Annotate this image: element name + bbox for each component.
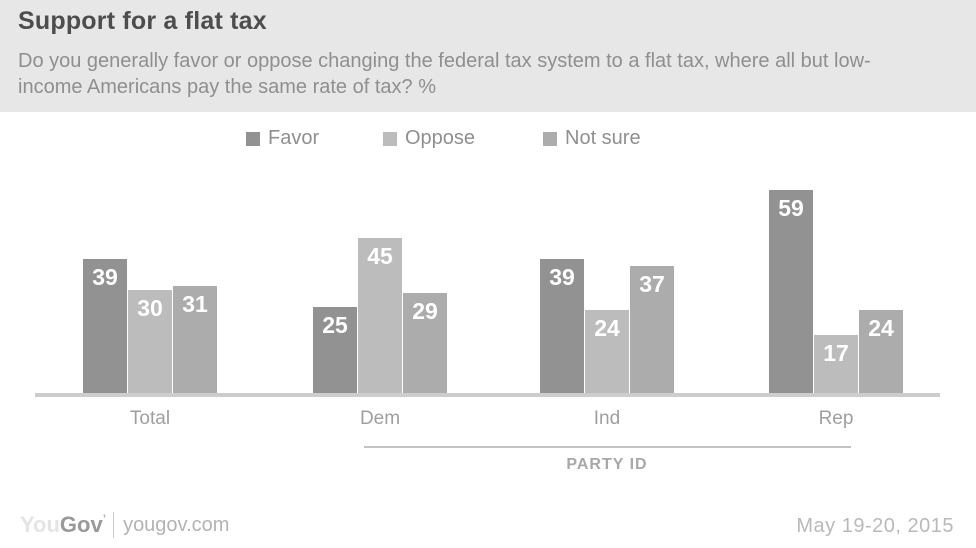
bar-oppose-dem: 45 — [358, 238, 402, 393]
bar-oppose-rep: 17 — [814, 335, 858, 393]
legend-label: Not sure — [565, 127, 641, 149]
bar-group-rep: 59 17 24 — [769, 190, 903, 393]
bar-favor-rep: 59 — [769, 190, 813, 393]
bar-value-label: 45 — [367, 243, 393, 269]
bar-value-label: 30 — [137, 295, 163, 321]
bar-favor-ind: 39 — [540, 259, 584, 393]
bar-value-label: 31 — [182, 291, 208, 317]
category-label-ind: Ind — [593, 408, 621, 429]
bar-favor-dem: 25 — [313, 307, 357, 393]
bar-group-dem: 25 45 29 — [313, 238, 447, 393]
bar-value-label: 59 — [778, 195, 804, 221]
legend-item-oppose: Oppose — [383, 127, 475, 150]
bar-value-label: 25 — [322, 312, 348, 338]
chart-footer: You Gov’ yougov.com May 19-20, 2015 — [0, 505, 976, 548]
bar-oppose-total: 30 — [128, 290, 172, 393]
party-id-axis-label: PARTY ID — [566, 456, 648, 473]
legend-swatch-icon — [383, 131, 397, 146]
x-axis-line — [35, 393, 940, 397]
category-label-total: Total — [129, 408, 171, 429]
category-label-rep: Rep — [818, 408, 854, 429]
logo-gov-text: Gov — [59, 512, 103, 537]
legend-label: Favor — [268, 127, 320, 149]
page-title: Support for a flat tax — [18, 7, 267, 35]
bar-value-label: 29 — [412, 298, 438, 324]
chart-subtitle: Do you generally favor or oppose changin… — [18, 50, 871, 98]
logo-trademark: ’ — [102, 512, 107, 526]
logo-divider — [113, 512, 115, 538]
survey-date: May 19-20, 2015 — [796, 515, 954, 537]
legend-item-not-sure: Not sure — [543, 127, 641, 150]
bar-value-label: 24 — [868, 315, 894, 341]
bar-group-ind: 39 24 37 — [540, 259, 674, 393]
bar-group-total: 39 30 31 — [83, 259, 217, 393]
legend-swatch-icon — [246, 131, 260, 146]
category-label-dem: Dem — [359, 408, 401, 429]
bar-not-sure-dem: 29 — [403, 293, 447, 393]
bar-favor-total: 39 — [83, 259, 127, 393]
bar-value-label: 39 — [549, 264, 575, 290]
legend-swatch-icon — [543, 131, 557, 146]
bar-oppose-ind: 24 — [585, 310, 629, 393]
bar-not-sure-ind: 37 — [630, 266, 674, 393]
chart-legend: Favor Oppose Not sure — [0, 127, 976, 153]
yougov-logo: You Gov’ yougov.com — [20, 512, 229, 538]
logo-site-url: yougov.com — [123, 513, 230, 536]
logo-you-text: You — [20, 512, 60, 537]
bar-not-sure-total: 31 — [173, 286, 217, 393]
chart-header: Support for a flat tax Do you generally … — [0, 0, 976, 112]
legend-label: Oppose — [405, 127, 476, 149]
legend-item-favor: Favor — [246, 127, 319, 150]
bar-value-label: 37 — [639, 271, 665, 297]
bar-value-label: 39 — [92, 264, 118, 290]
bar-value-label: 17 — [823, 340, 849, 366]
bar-not-sure-rep: 24 — [859, 310, 903, 393]
bar-value-label: 24 — [594, 315, 620, 341]
party-id-underline — [364, 446, 851, 448]
